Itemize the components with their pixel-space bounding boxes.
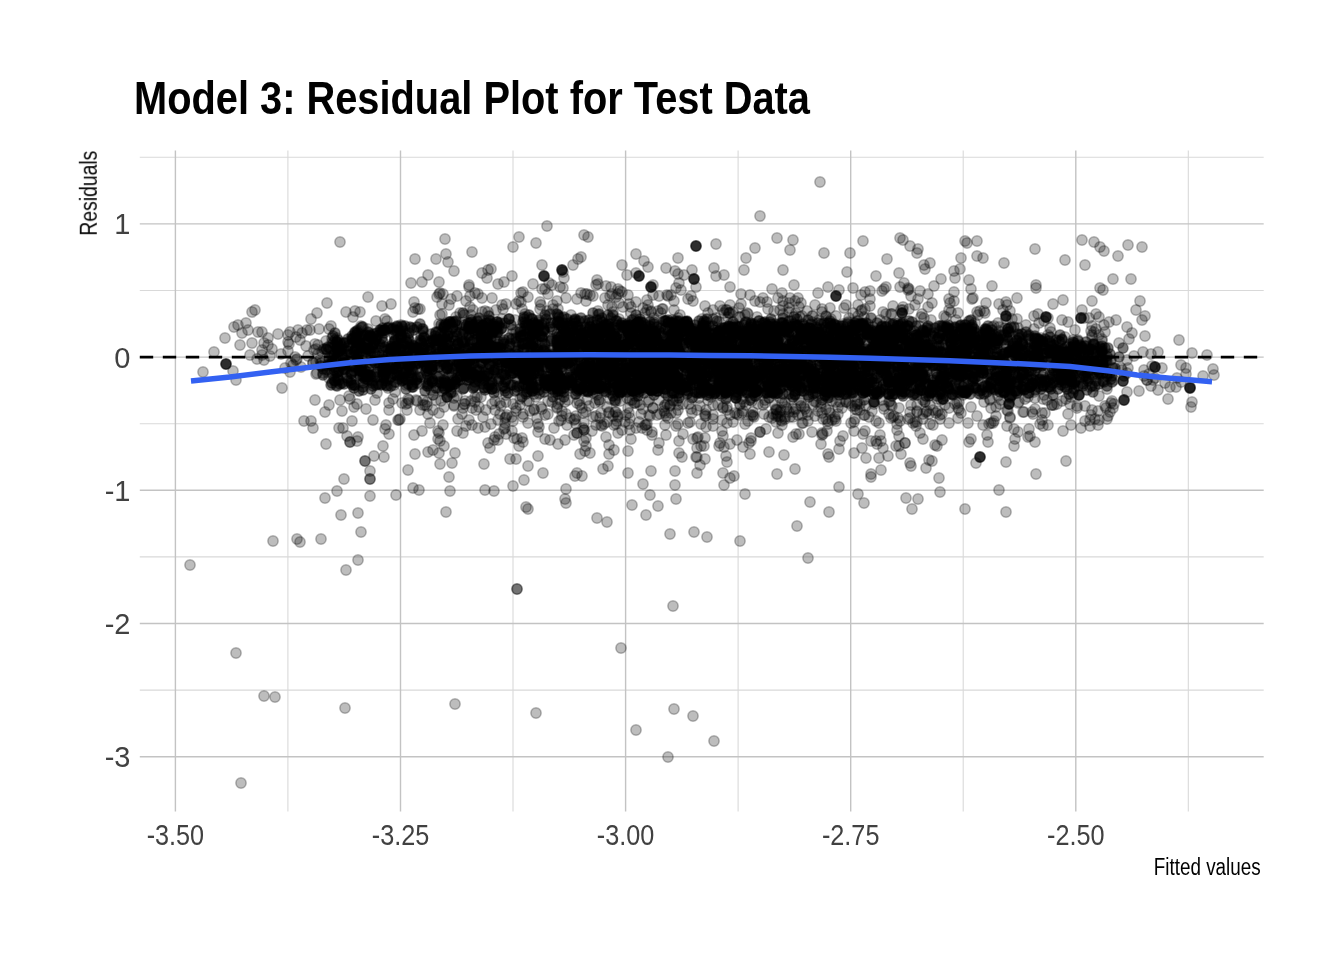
svg-text:Model 3: Residual Plot for Tes: Model 3: Residual Plot for Test Data — [134, 72, 810, 124]
svg-text:-2: -2 — [105, 608, 131, 640]
svg-text:-1: -1 — [105, 475, 131, 507]
svg-text:-2.50: -2.50 — [1047, 819, 1105, 851]
svg-text:0: 0 — [114, 342, 130, 374]
svg-text:-3.25: -3.25 — [372, 819, 430, 851]
svg-text:-3.50: -3.50 — [147, 819, 205, 851]
svg-text:Residuals: Residuals — [76, 151, 102, 236]
svg-text:1: 1 — [114, 208, 130, 240]
svg-text:Fitted values: Fitted values — [1154, 854, 1261, 880]
svg-text:-3.00: -3.00 — [597, 819, 655, 851]
svg-text:-2.75: -2.75 — [822, 819, 880, 851]
svg-text:-3: -3 — [105, 741, 131, 773]
